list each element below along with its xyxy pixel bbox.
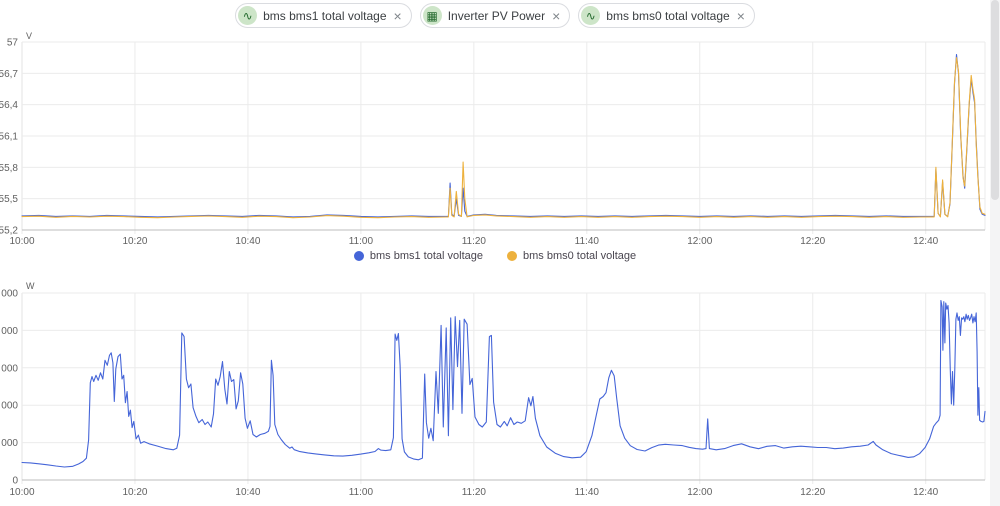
power-chart-canvas[interactable]: 10:00 10:20 10:40 11:00 11:20 11:40 12:00 12:20…: [0, 275, 1000, 506]
svg-text:11:40: 11:40: [575, 487, 600, 498]
close-icon[interactable]: ×: [393, 7, 402, 24]
chip-label: bms bms0 total voltage: [606, 8, 730, 23]
svg-text:9 000: 9 000: [0, 363, 18, 374]
voltage-chart-canvas[interactable]: 10:00 10:20 10:40 11:00 11:20 11:40 12:00 12:20…: [0, 30, 1000, 250]
sine-wave-icon: ∿: [238, 6, 258, 25]
legend-label: bms bms1 total voltage: [369, 250, 483, 262]
close-icon[interactable]: ×: [552, 7, 561, 24]
svg-text:15 000: 15 000: [0, 289, 18, 300]
svg-text:11:00: 11:00: [349, 487, 374, 498]
chip-bms0-total-voltage[interactable]: ∿ bms bms0 total voltage ×: [578, 3, 755, 28]
svg-text:12:40: 12:40: [913, 487, 938, 498]
svg-text:12:00: 12:00: [687, 487, 712, 498]
legend-label: bms bms0 total voltage: [523, 250, 637, 262]
svg-text:55,5: 55,5: [0, 194, 18, 205]
svg-text:12:00: 12:00: [687, 236, 712, 247]
solar-panel-icon: ▦: [422, 6, 442, 25]
close-icon[interactable]: ×: [736, 7, 745, 24]
svg-text:55,2: 55,2: [0, 226, 18, 237]
svg-text:10:40: 10:40: [235, 236, 260, 247]
svg-text:56,7: 56,7: [0, 69, 18, 80]
svg-text:W: W: [26, 281, 35, 291]
svg-text:11:20: 11:20: [462, 236, 487, 247]
svg-text:56,1: 56,1: [0, 132, 18, 143]
svg-text:12:20: 12:20: [800, 236, 825, 247]
svg-text:3 000: 3 000: [0, 438, 18, 449]
svg-text:10:00: 10:00: [9, 236, 34, 247]
entity-chips-row: ∿ bms bms1 total voltage × ▦ Inverter PV…: [0, 3, 990, 28]
svg-text:10:20: 10:20: [122, 487, 147, 498]
legend-dot-orange: [507, 251, 517, 261]
svg-text:57: 57: [7, 38, 19, 49]
voltage-chart-legend: bms bms1 total voltage bms bms0 total vo…: [0, 250, 990, 262]
chip-bms1-total-voltage[interactable]: ∿ bms bms1 total voltage ×: [235, 3, 412, 28]
svg-text:10:40: 10:40: [235, 487, 260, 498]
chip-label: bms bms1 total voltage: [263, 8, 387, 23]
chip-label: Inverter PV Power: [447, 8, 546, 23]
svg-text:11:20: 11:20: [462, 487, 487, 498]
svg-text:12:20: 12:20: [800, 487, 825, 498]
sine-wave-icon: ∿: [581, 6, 601, 25]
legend-item-bms1-total-voltage[interactable]: bms bms1 total voltage: [353, 250, 483, 262]
svg-text:55,8: 55,8: [0, 163, 18, 174]
svg-text:6 000: 6 000: [0, 401, 18, 412]
scrollbar-thumb[interactable]: [991, 0, 999, 200]
svg-text:10:00: 10:00: [9, 487, 34, 498]
svg-text:12 000: 12 000: [0, 326, 18, 337]
legend-item-bms0-total-voltage[interactable]: bms bms0 total voltage: [507, 250, 636, 262]
svg-text:11:00: 11:00: [349, 236, 374, 247]
svg-text:56,4: 56,4: [0, 100, 18, 111]
svg-text:12:40: 12:40: [913, 236, 938, 247]
svg-text:10:20: 10:20: [122, 236, 147, 247]
svg-text:V: V: [26, 31, 32, 41]
chip-inverter-pv-power[interactable]: ▦ Inverter PV Power ×: [419, 3, 571, 28]
svg-text:0: 0: [12, 476, 18, 487]
scrollbar-track[interactable]: [990, 0, 1000, 506]
legend-dot-blue: [353, 251, 364, 261]
svg-text:11:40: 11:40: [575, 236, 600, 247]
